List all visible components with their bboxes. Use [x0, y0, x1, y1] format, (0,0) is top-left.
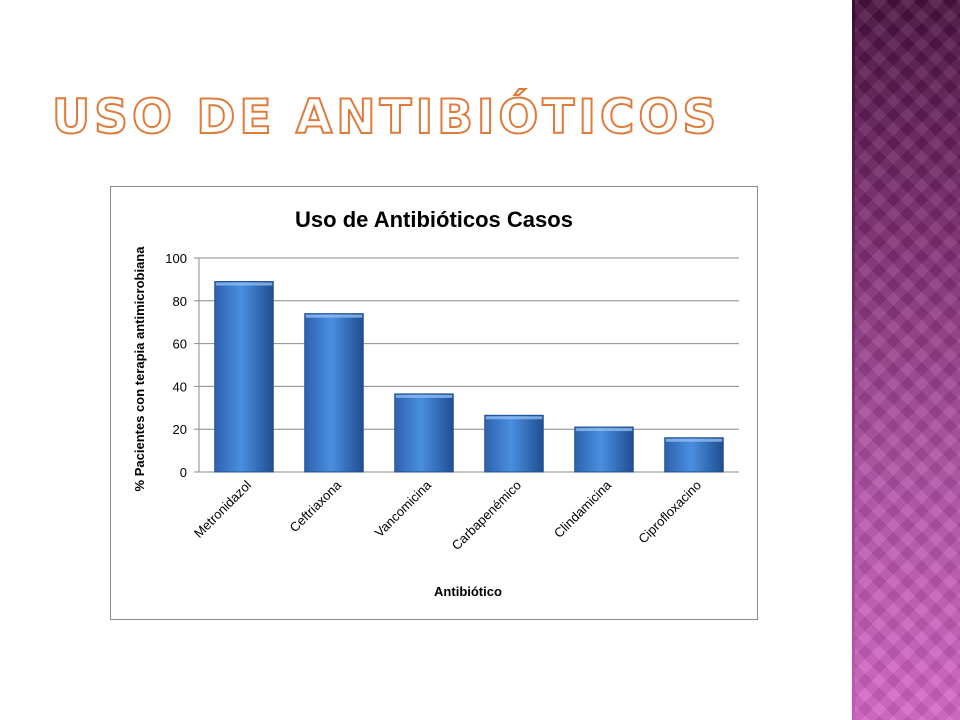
y-tick-label: 40: [173, 379, 187, 394]
gridlines: [194, 257, 739, 473]
bar-metronidazol: [214, 281, 274, 473]
x-tick-label: Clindamicina: [551, 477, 615, 541]
y-tick-label: 0: [180, 465, 187, 480]
bar-highlight: [665, 438, 723, 442]
decorative-side-panel: [855, 0, 960, 720]
bar-carbapenémico: [484, 414, 544, 473]
bar-clindamicina: [574, 426, 634, 473]
bars: [214, 281, 724, 473]
chart-title: Uso de Antibióticos Casos: [295, 207, 573, 232]
x-tick-label: Ciprofloxacino: [635, 478, 704, 547]
y-tick-labels: 0 20 40 60 80 100: [165, 251, 187, 480]
bar-highlight: [215, 282, 273, 286]
chart-frame: Uso de Antibióticos Casos 0 20 40 60 80 100 M…: [110, 186, 758, 620]
y-tick-label: 60: [173, 337, 187, 352]
bar-highlight: [485, 416, 543, 420]
bar-highlight: [395, 394, 453, 398]
x-tick-label: Ceftriaxona: [287, 477, 345, 535]
x-tick-label: Vancomicina: [372, 477, 435, 540]
side-panel-edge: [852, 0, 855, 720]
bar-ceftriaxona: [304, 313, 364, 473]
y-tick-label: 20: [173, 422, 187, 437]
x-axis-title: Antibiótico: [434, 584, 502, 599]
x-tick-label: Carbapenémico: [449, 478, 525, 554]
x-tick-labels: Metronidazol Ceftriaxona Vancomicina Carbap…: [191, 477, 704, 553]
bar-vancomicina: [394, 393, 454, 473]
y-tick-label: 80: [173, 294, 187, 309]
bar-highlight: [575, 428, 633, 432]
y-tick-label: 100: [165, 251, 187, 266]
x-tick-label: Metronidazol: [191, 477, 254, 540]
bar-ciprofloxacino: [664, 437, 724, 473]
bar-chart: Uso de Antibióticos Casos 0 20 40 60 80 100 M…: [132, 207, 739, 599]
slide-title: USO DE ANTIBIÓTICOS: [51, 89, 721, 146]
bar-highlight: [305, 314, 363, 318]
y-axis-title: % Pacientes con terapia antimicrobiana: [132, 246, 147, 492]
